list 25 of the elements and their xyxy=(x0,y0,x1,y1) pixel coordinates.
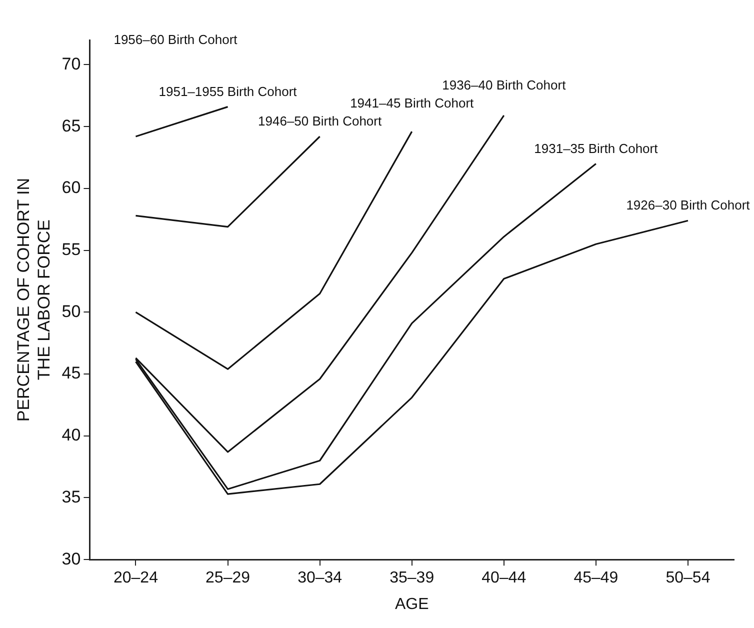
y-tick-label: 55 xyxy=(62,240,81,259)
text: 1941–45 Birth Cohort xyxy=(350,96,474,111)
x-tick-label: 30–34 xyxy=(298,570,342,587)
series-label: 1946–50 Birth Cohort xyxy=(258,114,382,129)
y-tick-label: 35 xyxy=(62,487,81,506)
y-tick-label: 30 xyxy=(62,549,81,568)
x-tick-label: 35–39 xyxy=(390,570,434,587)
x-axis-title: AGE xyxy=(394,596,429,613)
x-tick-label: 45–49 xyxy=(574,570,618,587)
y-tick-label: 50 xyxy=(62,302,81,321)
x-tick-label: 25–29 xyxy=(206,570,250,587)
text: 1936–40 Birth Cohort xyxy=(442,78,566,93)
x-tick-label: 20–24 xyxy=(113,570,158,587)
y-tick-label: 65 xyxy=(62,116,81,136)
y-tick-label: 45 xyxy=(62,364,81,383)
y-tick-label: 60 xyxy=(62,178,81,198)
y-tick-label: 40 xyxy=(62,426,81,445)
series-label: 1931–35 Birth Cohort xyxy=(534,140,658,156)
x-tick-label: 40–44 xyxy=(482,570,526,587)
series-label: 1951–1955 Birth Cohort xyxy=(158,84,298,99)
series-label: 1926–30 Birth Cohort xyxy=(626,198,750,213)
y-tick-label: 70 xyxy=(62,54,81,74)
annotation: 1956–60 Birth Cohort xyxy=(114,32,238,48)
y-axis-title: PERCENTAGE OF COHORT IN THE LABOR FORCE xyxy=(14,178,54,422)
x-tick-label: 50–54 xyxy=(666,570,710,587)
